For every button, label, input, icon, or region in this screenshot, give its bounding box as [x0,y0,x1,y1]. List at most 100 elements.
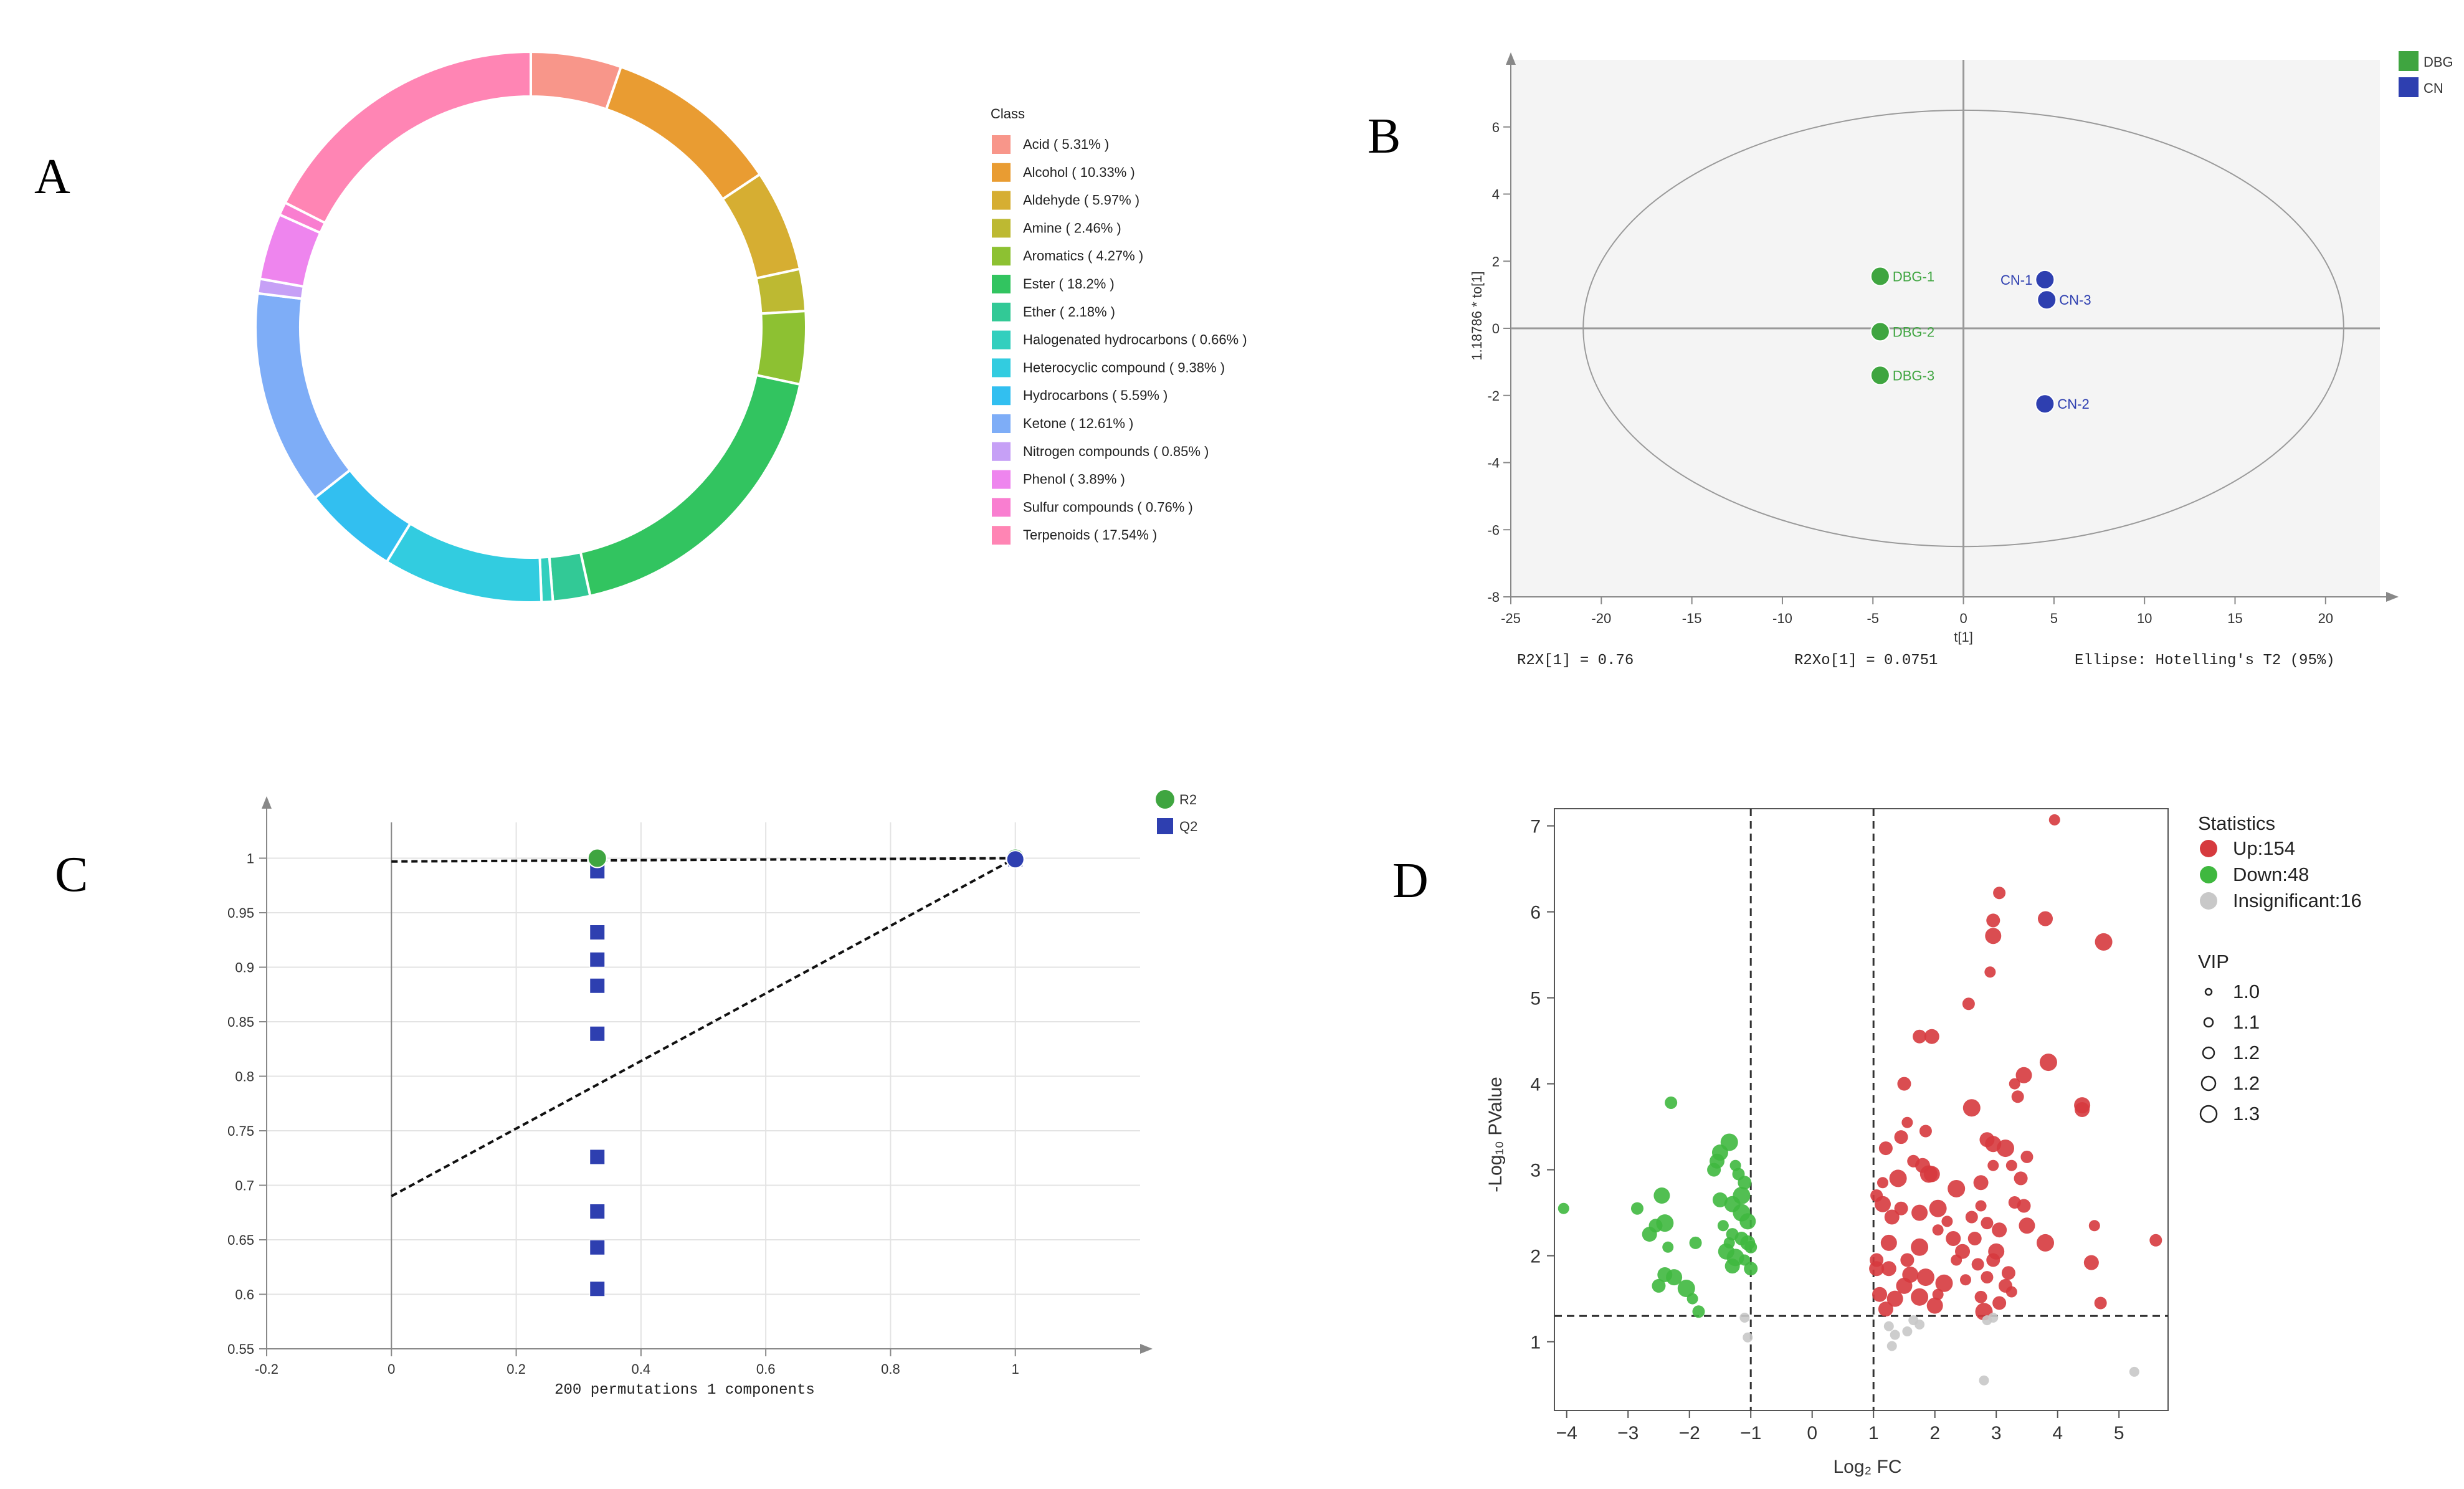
x-axis-arrow [1140,1344,1153,1354]
point-up-83 [1889,1169,1907,1187]
footer-r2x: R2X[1] = 0.76 [1517,652,1634,669]
q2-point-3 [589,978,606,994]
legend-label-4: Aromatics ( 4.27% ) [1023,248,1143,264]
point-up-68 [1992,1296,2007,1310]
point-up-81 [1869,1261,1885,1277]
point-down-11 [1677,1280,1695,1298]
x-tick-label-6: 5 [2050,611,2058,626]
legend-label-0: Up:154 [2233,837,2295,859]
size-label-3: 1.2 [2233,1072,2260,1094]
x-tick-label-0: −4 [1556,1423,1577,1444]
point-up-60 [1959,1274,1971,1286]
legend-swatch-4 [992,247,1011,266]
legend-label-6: Ether ( 2.18% ) [1023,304,1115,320]
x-tick-label-8: 15 [2227,611,2242,626]
point-up-51 [1881,1261,1896,1277]
x-tick-label-7: 3 [1991,1423,2002,1444]
point-up-18 [1901,1116,1913,1128]
point-down-17 [1720,1133,1738,1151]
point-up-13 [2011,1090,2024,1103]
point-up-78 [1941,1215,1953,1227]
legend-title: Statistics [2198,812,2275,834]
point-up-58 [1896,1277,1913,1294]
point-up-26 [1878,1141,1893,1156]
y-tick-label-0: 1 [1530,1333,1541,1353]
panel-label-a: A [34,150,70,204]
point-up-32 [1894,1201,1908,1215]
point-up-69 [1878,1301,1893,1317]
point-up-47 [2037,1234,2054,1252]
x-tick-label-1: 0 [388,1361,395,1377]
point-up-40 [1880,1234,1897,1251]
x-tick-label-3: -10 [1772,611,1792,626]
donut-slice-14 [283,50,532,225]
permutation-plot: -0.2 0 0.2 0.4 0.6 0.8 1 0.55 0.6 0.65 0.7 0.75 0.8 0… [227,790,1197,1399]
point-insignificant-9 [1915,1320,1925,1330]
point-down-13 [1692,1305,1705,1318]
y-tick-label-7: 0.9 [235,960,254,976]
legend-swatch-0 [2200,840,2217,857]
legend-label-2: Aldehyde ( 5.97% ) [1023,193,1139,208]
y-tick-label-1: 0.6 [235,1287,254,1303]
point-insignificant-11 [1743,1332,1753,1343]
footer-ellipse: Ellipse: Hotelling's T2 (95%) [2075,652,2335,669]
point-insignificant-8 [2129,1366,2139,1377]
point-label-cn-1: CN-1 [2000,272,2032,288]
y-axis-label: 1.18786 * to[1] [1469,271,1485,360]
legend-label-3: Amine ( 2.46% ) [1023,220,1121,235]
x-tick-label-5: 0.8 [881,1361,900,1377]
legend-label-cn: CN [2424,80,2443,96]
point-down-37 [1689,1236,1702,1249]
x-tick-label-1: -20 [1591,611,1611,626]
point-up-0 [2048,814,2060,825]
y-tick-label-5: 2 [1492,254,1500,269]
q2-point-overlap [1006,850,1025,869]
y-tick-label-2: 3 [1530,1161,1541,1181]
point-down-34 [1739,1213,1756,1230]
point-down-4 [1653,1187,1670,1204]
legend-label-r2: R2 [1179,792,1197,807]
point-down-6 [1662,1241,1674,1253]
point-up-79 [1965,1211,1978,1224]
point-label-dbg-2: DBG-2 [1893,324,1934,340]
y-tick-label-3: -2 [1487,388,1500,404]
legend-swatch-6 [992,302,1011,321]
point-up-41 [1911,1238,1929,1256]
x-axis-arrow [2386,592,2399,602]
point-up-53 [1916,1268,1934,1287]
x-tick-label-2: 0.2 [507,1361,526,1377]
legend-label-11: Nitrogen compounds ( 0.85% ) [1023,444,1209,459]
y-tick-label-6: 4 [1492,187,1500,202]
point-cn-1 [2037,290,2057,310]
point-insignificant-7 [1979,1375,1989,1386]
point-up-70 [1926,1297,1943,1314]
y-axis-arrow [262,796,272,809]
point-label-cn-2: CN-2 [2057,396,2089,412]
point-up-16 [2074,1097,2091,1114]
x-tick-label-9: 5 [2114,1423,2124,1444]
point-up-63 [1872,1287,1888,1302]
x-tick-label-4: 0 [1807,1423,1817,1444]
donut-slice-4 [754,310,807,386]
point-up-36 [1975,1200,1987,1212]
volcano-plot: −4 −3 −2 −1 0 1 2 3 4 5 1 2 3 4 5 6 7 Log₂ FC -Log₁₀ PValu… [1485,808,2362,1477]
donut-slice-10 [254,292,352,500]
x-axis-label: Log₂ FC [1833,1457,1901,1477]
point-up-87 [1973,1175,1989,1191]
q2-point-5 [589,1149,606,1165]
donut-legend: Class Acid ( 5.31% ) Alcohol ( 10.33% ) Ald… [991,106,1247,545]
y-tick-label-8: 0.95 [227,905,254,921]
point-up-64 [1886,1290,1903,1307]
point-up-46 [2019,1217,2035,1234]
point-up-42 [1932,1224,1944,1236]
point-up-39 [1946,1231,1961,1246]
legend-swatch-12 [992,470,1011,489]
legend-swatch-14 [992,526,1011,545]
y-tick-label-5: 0.8 [235,1069,254,1085]
size-label-0: 1.0 [2233,981,2260,1002]
legend-label-10: Ketone ( 12.61% ) [1023,416,1133,431]
y-tick-label-2: -4 [1487,455,1500,471]
point-up-66 [1932,1288,1944,1300]
x-tick-label-5: 1 [1868,1423,1879,1444]
q2-point-6 [589,1204,606,1219]
